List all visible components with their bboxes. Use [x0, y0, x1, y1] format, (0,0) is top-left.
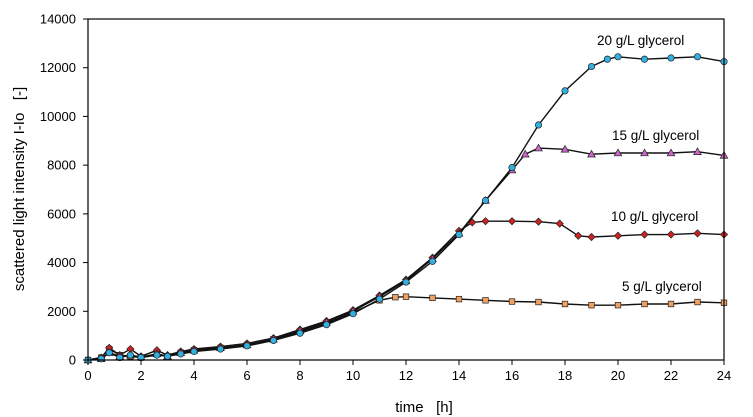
data-point-circle: [534, 121, 543, 129]
x-tick-label: 6: [243, 368, 250, 383]
y-tick-label: 0: [69, 353, 76, 368]
data-point-circle: [614, 53, 622, 61]
data-point-circle: [667, 54, 675, 62]
data-point-triangle: [587, 149, 596, 158]
data-point-circle: [428, 257, 437, 265]
data-point-square: [641, 300, 648, 308]
series-label: 5 g/L glycerol: [622, 279, 702, 294]
data-point-square: [588, 302, 595, 309]
y-tick-label: 8000: [47, 158, 76, 173]
data-point-circle: [269, 336, 278, 345]
data-point-diamond: [666, 230, 676, 239]
data-point-square: [667, 300, 675, 308]
data-point-diamond: [693, 229, 702, 238]
data-point-square: [508, 298, 516, 305]
x-axis: 0 2 4 6 8 10 12 14 16 18 20 22 24: [84, 360, 731, 383]
data-point-circle: [97, 355, 105, 363]
series-line: [87, 147, 725, 361]
data-point-circle: [116, 354, 124, 362]
x-tick-label: 24: [717, 368, 731, 383]
data-point-circle: [402, 278, 410, 286]
x-tick-label: 4: [190, 368, 197, 383]
data-point-diamond: [587, 232, 596, 242]
x-tick-label: 20: [611, 368, 625, 383]
data-point-circle: [153, 351, 161, 359]
data-point-diamond: [555, 219, 564, 228]
x-tick-label: 22: [664, 368, 678, 383]
data-point-circle: [693, 53, 702, 61]
y-tick-label: 14000: [40, 12, 76, 27]
data-point-circle: [349, 310, 357, 318]
data-point-circle: [481, 196, 490, 205]
series-circle: [84, 53, 728, 364]
data-point-diamond: [640, 230, 649, 239]
data-point-triangle: [520, 149, 530, 158]
series-label: 15 g/L glycerol: [612, 128, 699, 143]
series-label: 20 g/L glycerol: [597, 33, 684, 48]
data-point-circle: [177, 350, 185, 358]
x-tick-label: 8: [296, 368, 303, 383]
data-point-square: [402, 293, 410, 300]
data-point-triangle: [640, 148, 649, 157]
data-point-circle: [508, 164, 516, 172]
x-tick-label: 16: [505, 368, 519, 383]
data-point-square: [614, 302, 622, 309]
data-point-circle: [216, 345, 225, 353]
y-tick-label: 6000: [47, 206, 76, 221]
data-point-circle: [640, 55, 649, 63]
data-point-circle: [603, 55, 611, 63]
data-point-circle: [375, 295, 384, 303]
data-point-circle: [296, 329, 304, 337]
x-tick-label: 0: [84, 368, 91, 383]
data-point-square: [455, 295, 463, 303]
x-axis-title: time [h]: [395, 399, 453, 416]
data-point-square: [482, 297, 489, 304]
data-point-circle: [190, 347, 198, 356]
series-triangle: [83, 143, 729, 364]
data-point-circle: [587, 62, 596, 71]
data-point-square: [694, 298, 701, 306]
y-axis: 0 2000 4000 6000 8000 10000 12000 14000: [40, 12, 88, 368]
data-point-triangle: [666, 148, 676, 157]
data-point-square: [561, 300, 569, 308]
x-tick-label: 12: [399, 368, 413, 383]
data-point-circle: [163, 352, 172, 360]
data-point-circle: [322, 321, 331, 329]
data-point-diamond: [613, 231, 623, 240]
data-point-square: [429, 294, 436, 302]
data-point-triangle: [534, 143, 543, 152]
series-layer: [83, 53, 729, 365]
data-point-triangle: [693, 147, 702, 155]
x-tick-label: 2: [137, 368, 144, 383]
x-tick-label: 10: [346, 368, 360, 383]
y-tick-label: 12000: [40, 60, 76, 75]
series-label: 10 g/L glycerol: [611, 209, 698, 224]
data-point-diamond: [507, 217, 517, 226]
data-point-diamond: [481, 217, 490, 226]
data-point-circle: [105, 349, 113, 357]
data-point-diamond: [534, 217, 543, 226]
data-point-circle: [243, 342, 251, 350]
series-labels: 5 g/L glycerol 10 g/L glycerol 15 g/L glyc…: [597, 33, 702, 294]
data-point-diamond: [574, 231, 583, 240]
y-axis-title: scattered light intensity I-Io [-]: [11, 87, 28, 291]
plot-area-frame: [87, 18, 725, 361]
data-point-square: [392, 294, 399, 301]
data-point-circle: [455, 231, 463, 239]
data-point-triangle: [560, 144, 570, 153]
data-point-circle: [561, 87, 569, 95]
y-tick-label: 2000: [47, 304, 76, 319]
y-tick-label: 4000: [47, 255, 76, 270]
data-point-square: [535, 298, 542, 306]
y-tick-label: 10000: [40, 109, 76, 124]
x-tick-label: 18: [558, 368, 572, 383]
x-tick-label: 14: [452, 368, 466, 383]
data-point-circle: [126, 351, 134, 359]
data-point-triangle: [613, 148, 623, 157]
